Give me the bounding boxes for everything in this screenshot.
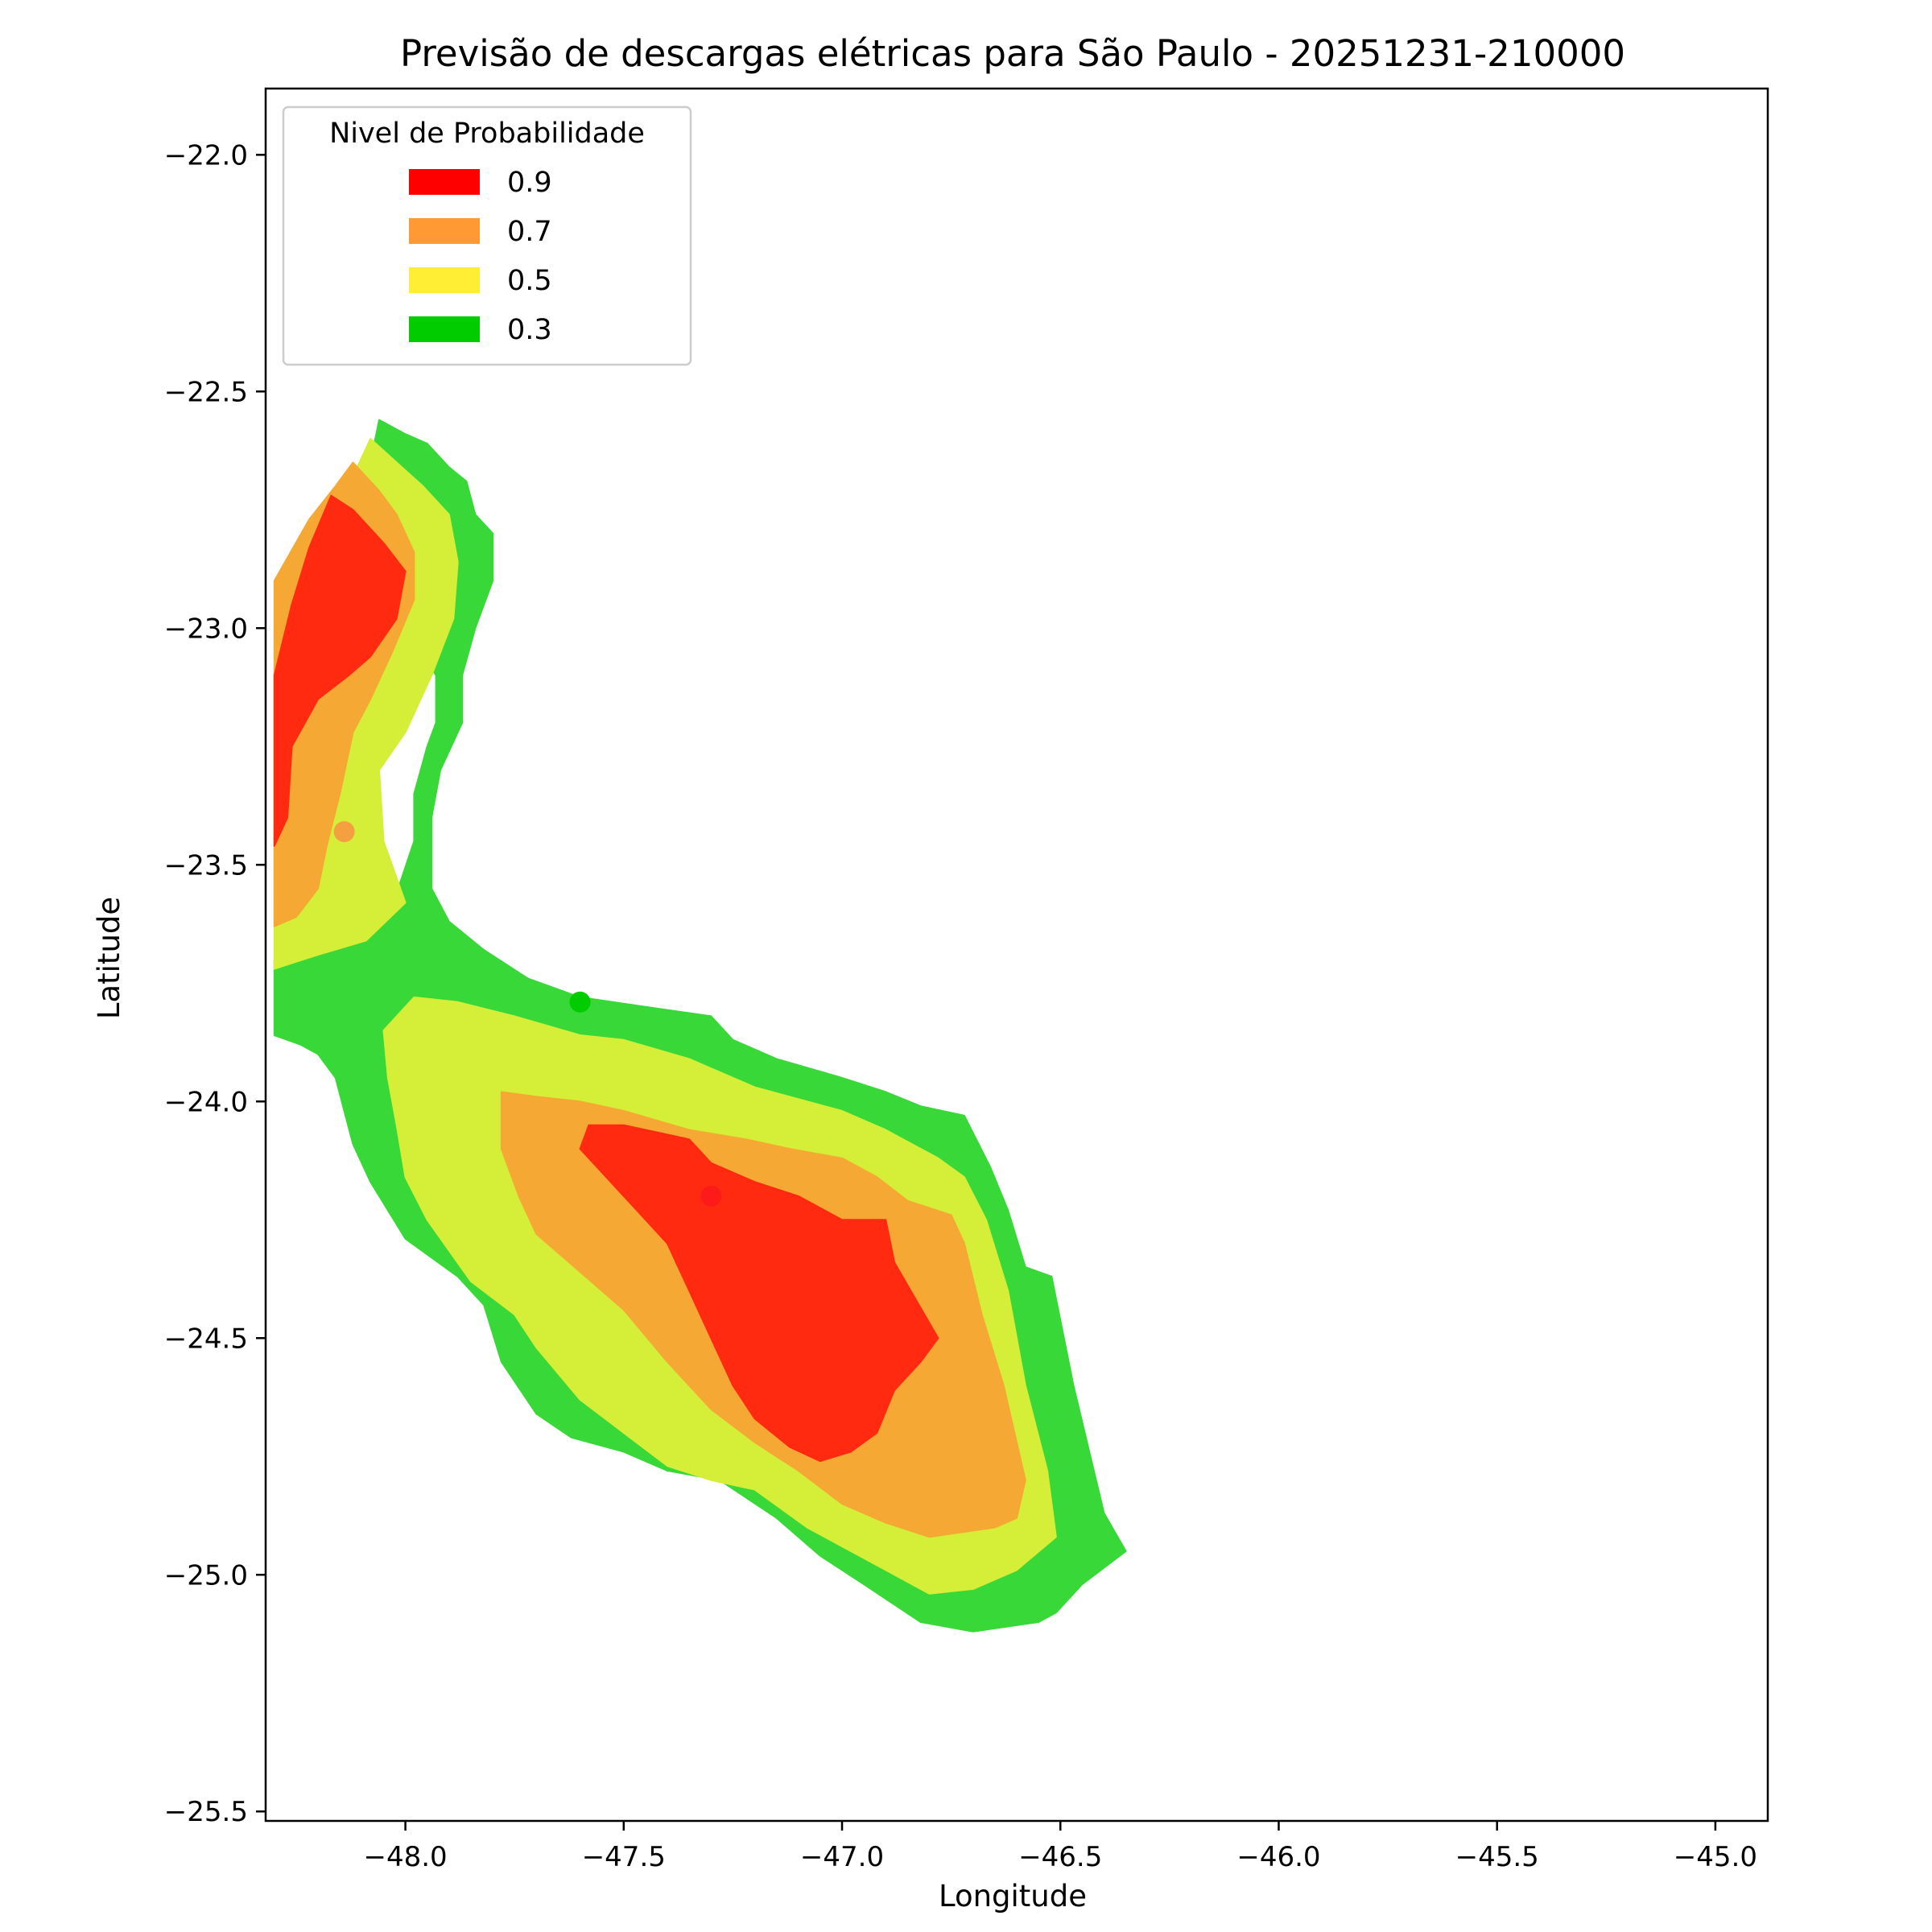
legend-swatch-09 xyxy=(409,169,480,195)
y-tick-label: −23.0 xyxy=(164,613,248,645)
axes xyxy=(264,87,1769,1823)
y-tick-label: −23.5 xyxy=(164,849,248,881)
y-tick-label: −24.5 xyxy=(164,1323,248,1355)
legend-label-05: 0.5 xyxy=(507,265,552,297)
legend-entries: 0.9 0.7 0.5 0.3 xyxy=(409,167,552,346)
legend-frame xyxy=(282,105,692,366)
y-tick-label: −25.0 xyxy=(164,1559,248,1591)
observation-point-1 xyxy=(569,991,591,1013)
legend: Nivel de Probabilidade 0.9 0.7 0.5 0.3 xyxy=(282,105,692,366)
y-tick-label: −24.0 xyxy=(164,1086,248,1118)
x-tick-label: −46.5 xyxy=(1018,1841,1102,1873)
x-tick-label: −47.0 xyxy=(800,1841,884,1873)
chart-title: Previsão de descargas elétricas para São… xyxy=(400,32,1625,75)
legend-title: Nivel de Probabilidade xyxy=(329,118,645,150)
tick-marks: −48.0 −47.5 −47.0 −46.5 −46.0 −45.5 −45.0 −22.0… xyxy=(164,139,1757,1873)
legend-swatch-03 xyxy=(409,316,480,342)
y-tick-label: −25.5 xyxy=(164,1796,248,1828)
legend-swatch-07 xyxy=(409,218,480,244)
y-tick-label: −22.5 xyxy=(164,376,248,408)
observation-point-0 xyxy=(333,821,355,843)
y-axis-title: Latitude xyxy=(92,897,126,1019)
observation-point-2 xyxy=(700,1185,722,1207)
x-tick-label: −48.0 xyxy=(363,1841,447,1873)
x-tick-label: −46.0 xyxy=(1236,1841,1320,1873)
x-tick-label: −45.5 xyxy=(1455,1841,1539,1873)
y-tick-label: −22.0 xyxy=(164,139,248,171)
x-axis-title: Longitude xyxy=(939,1879,1087,1913)
legend-label-03: 0.3 xyxy=(507,314,552,346)
region-level-09-1 xyxy=(579,1124,939,1463)
legend-label-07: 0.7 xyxy=(507,216,552,248)
legend-label-09: 0.9 xyxy=(507,167,552,199)
plot-frame xyxy=(264,87,1769,1823)
x-tick-label: −45.0 xyxy=(1674,1841,1757,1873)
observation-points xyxy=(333,821,722,1207)
legend-swatch-05 xyxy=(409,267,480,293)
region-level-09-0 xyxy=(273,494,407,847)
x-tick-label: −47.5 xyxy=(582,1841,666,1873)
probability-regions xyxy=(273,419,1127,1633)
